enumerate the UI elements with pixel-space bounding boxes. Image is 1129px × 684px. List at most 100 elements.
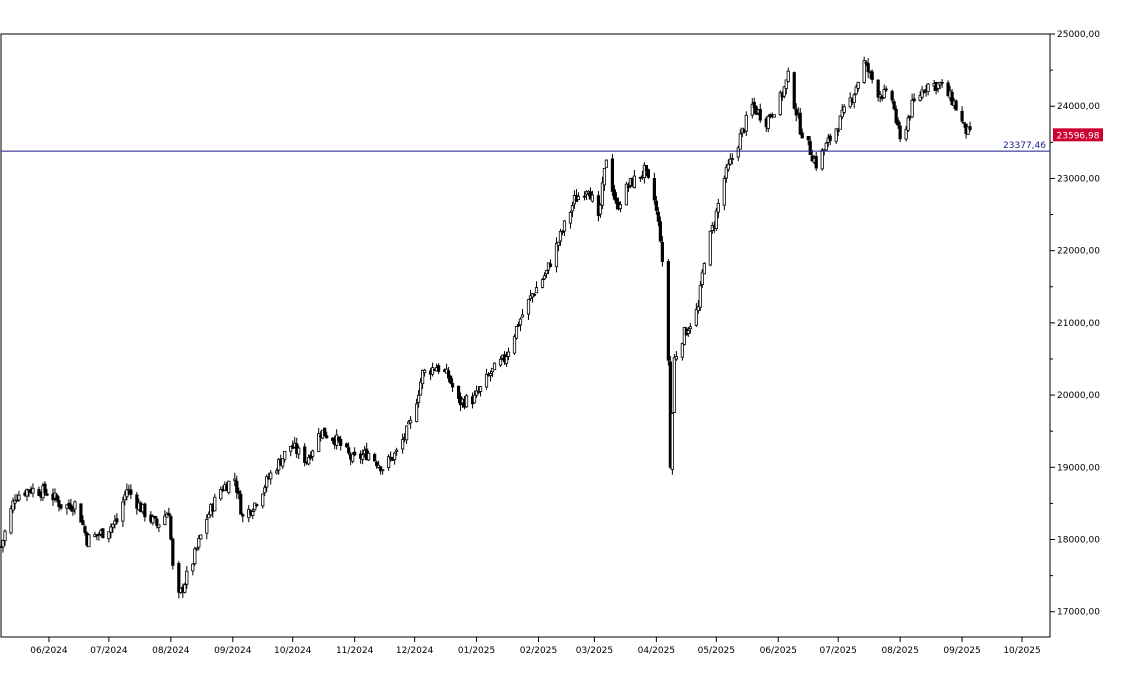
candle-body [417, 394, 421, 403]
candle-body [582, 195, 587, 198]
candle-body [73, 501, 77, 510]
candle-body [129, 489, 133, 495]
candle-body [644, 164, 648, 172]
candle-body [213, 496, 217, 512]
candle-body [31, 487, 35, 494]
candle-body [642, 164, 646, 179]
x-tick-label: 09/2024 [214, 646, 252, 656]
candle-body [25, 488, 29, 497]
candle-body [920, 89, 924, 98]
candle-body [111, 523, 115, 528]
candle-body [568, 211, 573, 224]
candle-body [155, 518, 159, 526]
candle-body [708, 230, 712, 266]
candle-body [456, 385, 461, 399]
candle-body [890, 90, 894, 101]
candle-body [894, 108, 898, 124]
candle-body [492, 362, 497, 371]
candle-body [870, 71, 874, 80]
candle-body [836, 130, 840, 132]
candle-body [65, 504, 69, 509]
candle-body [750, 103, 754, 116]
x-tick-label: 01/2025 [458, 646, 495, 656]
candle-body [806, 135, 810, 141]
candle-body [946, 82, 950, 97]
candle-body [171, 538, 175, 566]
candle-body [882, 89, 886, 99]
candle-body [183, 584, 187, 593]
candle-body [738, 133, 742, 150]
candle-body [526, 299, 531, 315]
candle-body [710, 225, 714, 231]
candle-body [135, 494, 139, 509]
x-tick-label: 05/2025 [698, 646, 735, 656]
candle-body [235, 480, 239, 493]
candle-body [115, 518, 119, 523]
candle-body [205, 519, 209, 534]
x-tick-label: 04/2025 [638, 646, 675, 656]
candle-body [666, 261, 670, 361]
candle-body [351, 453, 355, 462]
candle-body [81, 520, 85, 525]
candle-body [660, 241, 664, 262]
x-tick-label: 09/2025 [943, 646, 980, 656]
candle-body [898, 125, 902, 140]
candle-body [275, 470, 279, 474]
candle-body [325, 435, 329, 439]
candle-body [752, 101, 756, 108]
candle-body [864, 61, 868, 64]
reference-line-label: 23377,46 [1003, 141, 1046, 151]
candle-body [57, 500, 61, 507]
candle-body [263, 487, 267, 494]
candle-body [726, 163, 730, 170]
candle-body [281, 458, 285, 467]
candle-body [646, 169, 650, 178]
candle-body [682, 327, 686, 345]
candle-body [71, 510, 75, 513]
candle-body [227, 480, 231, 493]
x-tick-label: 10/2025 [1003, 646, 1040, 656]
candle-body [163, 515, 167, 526]
x-tick-label: 07/2025 [820, 646, 857, 656]
candle-body [674, 356, 678, 360]
candle-body [504, 356, 509, 365]
candle-body [113, 520, 117, 525]
candle-body [59, 504, 63, 509]
candle-body [361, 454, 365, 460]
candle-body [185, 570, 189, 585]
candle-body [556, 241, 561, 246]
candle-body [950, 91, 954, 106]
candle-body [1, 539, 5, 548]
candle-body [393, 452, 397, 460]
candle-body [197, 537, 201, 548]
candle-body [540, 279, 545, 288]
candle-body [722, 178, 726, 206]
last-price-box [1053, 128, 1103, 142]
candle-body [670, 412, 674, 470]
candle-body [918, 95, 922, 101]
candle-body [876, 79, 880, 98]
candle-body [373, 453, 377, 462]
candle-body [237, 490, 241, 494]
candle-body [604, 159, 609, 168]
candle-body [614, 197, 619, 204]
candle-body [938, 82, 942, 86]
candle-body [562, 220, 567, 232]
candle-body [960, 110, 964, 122]
candle-body [484, 373, 489, 388]
candle-body [624, 183, 629, 206]
candle-body [638, 176, 642, 179]
candle-body [121, 501, 125, 522]
candle-body [177, 563, 181, 593]
candle-body [323, 427, 327, 437]
candle-body [37, 489, 41, 496]
candle-body [694, 308, 698, 326]
candle-body [367, 452, 371, 461]
candle-body [345, 443, 349, 448]
last-price-label: 23596,98 [1057, 131, 1100, 141]
candle-body [375, 461, 379, 467]
candle-body [852, 94, 856, 103]
candle-body [884, 88, 888, 91]
x-tick-label: 10/2024 [274, 646, 312, 656]
candle-body [476, 391, 481, 393]
